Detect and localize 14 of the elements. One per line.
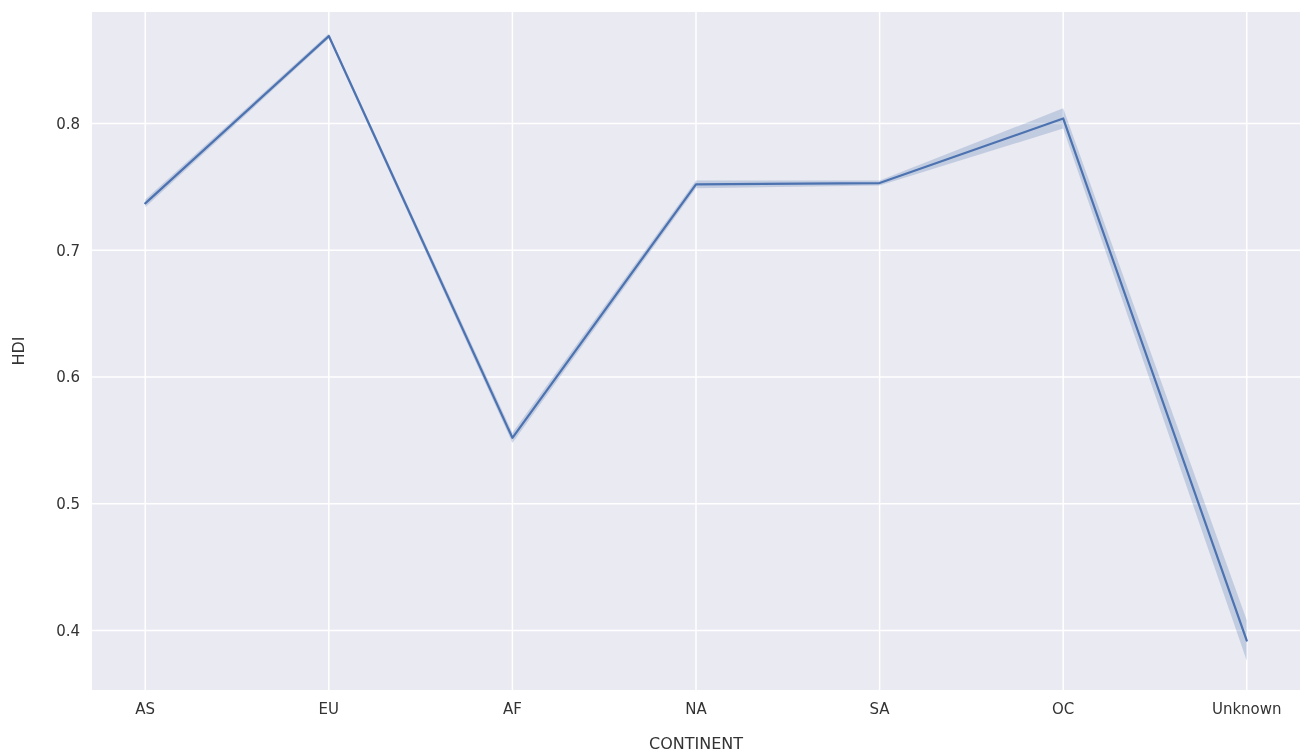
x-tick-label: OC	[1052, 700, 1075, 718]
y-tick-label: 0.4	[56, 621, 80, 640]
x-tick-label: AF	[502, 700, 522, 718]
x-tick-label: EU	[318, 700, 340, 718]
y-tick-label: 0.6	[56, 368, 80, 387]
x-axis-title: CONTINENT	[648, 734, 744, 753]
y-tick-label: 0.7	[56, 241, 80, 260]
y-tick-label: 0.5	[56, 494, 80, 513]
x-tick-label: AS	[135, 700, 156, 718]
x-tick-label: NA	[685, 700, 708, 718]
y-tick-label: 0.8	[56, 114, 80, 133]
y-axis-title: HDI	[9, 336, 28, 366]
x-tick-label: Unknown	[1211, 700, 1282, 718]
x-tick-label: SA	[869, 700, 891, 718]
